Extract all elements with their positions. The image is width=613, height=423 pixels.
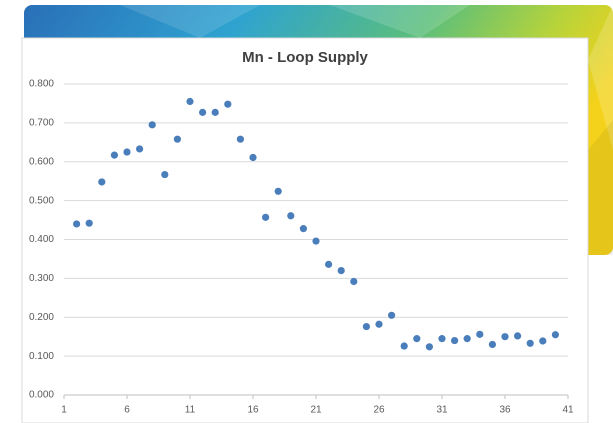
point [136,145,143,152]
y-tick-label: 0.300 [29,273,54,284]
point [501,333,508,340]
point [489,341,496,348]
point [123,148,130,155]
y-tick-label: 0.700 [29,118,54,129]
x-tick-label: 21 [310,405,322,416]
x-tick-label: 36 [499,405,511,416]
point [363,323,370,330]
y-tick-label: 0.600 [29,156,54,167]
point [476,331,483,338]
point [98,178,105,185]
point [539,337,546,344]
point [426,343,433,350]
point [262,214,269,221]
point [86,220,93,227]
point [111,152,118,159]
y-tick-label: 0.200 [29,312,54,323]
point [375,321,382,328]
point [161,171,168,178]
point [464,335,471,342]
point [287,212,294,219]
y-tick-label: 0.100 [29,351,54,362]
point [237,136,244,143]
x-tick-label: 16 [247,405,259,416]
x-tick-label: 26 [373,405,385,416]
point [149,121,156,128]
point [388,312,395,319]
point [552,331,559,338]
point [186,98,193,105]
point [451,337,458,344]
point [527,340,534,347]
y-tick-label: 0.800 [29,79,54,90]
x-tick-label: 11 [185,405,196,416]
point [275,188,282,195]
point [174,136,181,143]
y-tick-label: 0.500 [29,195,54,206]
point [413,335,420,342]
point [401,342,408,349]
point [325,261,332,268]
point [312,237,319,244]
point [300,225,307,232]
chart: Mn - Loop Supply 0.000 0.100 0.200 0.300 0.4… [0,0,613,423]
point [338,267,345,274]
point [249,154,256,161]
point [438,335,445,342]
point [224,101,231,108]
point [350,278,357,285]
x-tick-label: 6 [124,405,130,416]
x-tick-label: 41 [562,405,574,416]
point [73,220,80,227]
point [212,109,219,116]
x-tick-label: 31 [436,405,448,416]
y-tick-label: 0.000 [29,390,54,401]
chart-title: Mn - Loop Supply [242,49,368,66]
y-tick-label: 0.400 [29,234,54,245]
point [199,109,206,116]
x-tick-label: 1 [61,405,67,416]
point [514,332,521,339]
